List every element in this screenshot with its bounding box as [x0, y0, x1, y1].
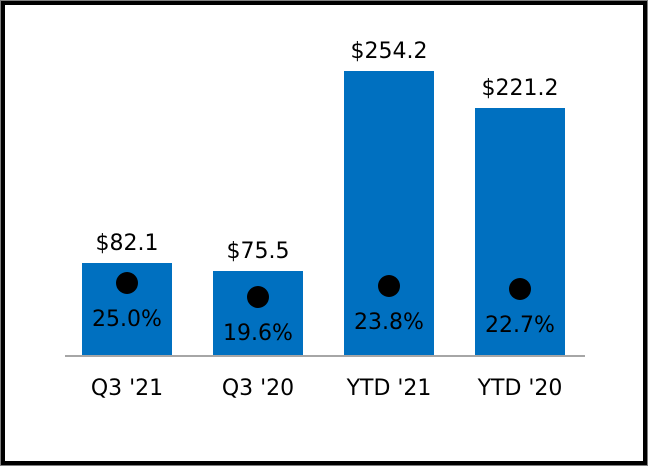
- margin-marker-dot: [116, 271, 138, 294]
- x-axis-line: [65, 355, 585, 357]
- x-axis-category-label: Q3 '21: [90, 375, 164, 401]
- margin-pct-label: 23.8%: [354, 309, 424, 335]
- bar-2: [344, 71, 434, 355]
- bar-value-label: $254.2: [350, 38, 428, 64]
- margin-pct-label: 19.6%: [223, 320, 293, 346]
- margin-pct-label: 22.7%: [485, 312, 555, 338]
- margin-marker-dot: [378, 275, 400, 298]
- bar-value-label: $75.5: [226, 238, 290, 264]
- bar-value-label: $82.1: [95, 230, 159, 256]
- bar-chart-plot-area: $82.1 25.0% Q3 '21 $75.5 19.6% Q3 '20 $254.2 23…: [5, 5, 643, 461]
- bar-value-label: $221.2: [481, 75, 559, 101]
- margin-pct-label: 25.0%: [92, 306, 162, 332]
- margin-marker-dot: [509, 277, 531, 300]
- margin-marker-dot: [247, 285, 269, 308]
- bar-3: [475, 108, 565, 355]
- x-axis-category-label: YTD '20: [477, 375, 563, 401]
- bar-1: [213, 271, 303, 355]
- x-axis-category-label: YTD '21: [346, 375, 432, 401]
- x-axis-category-label: Q3 '20: [221, 375, 295, 401]
